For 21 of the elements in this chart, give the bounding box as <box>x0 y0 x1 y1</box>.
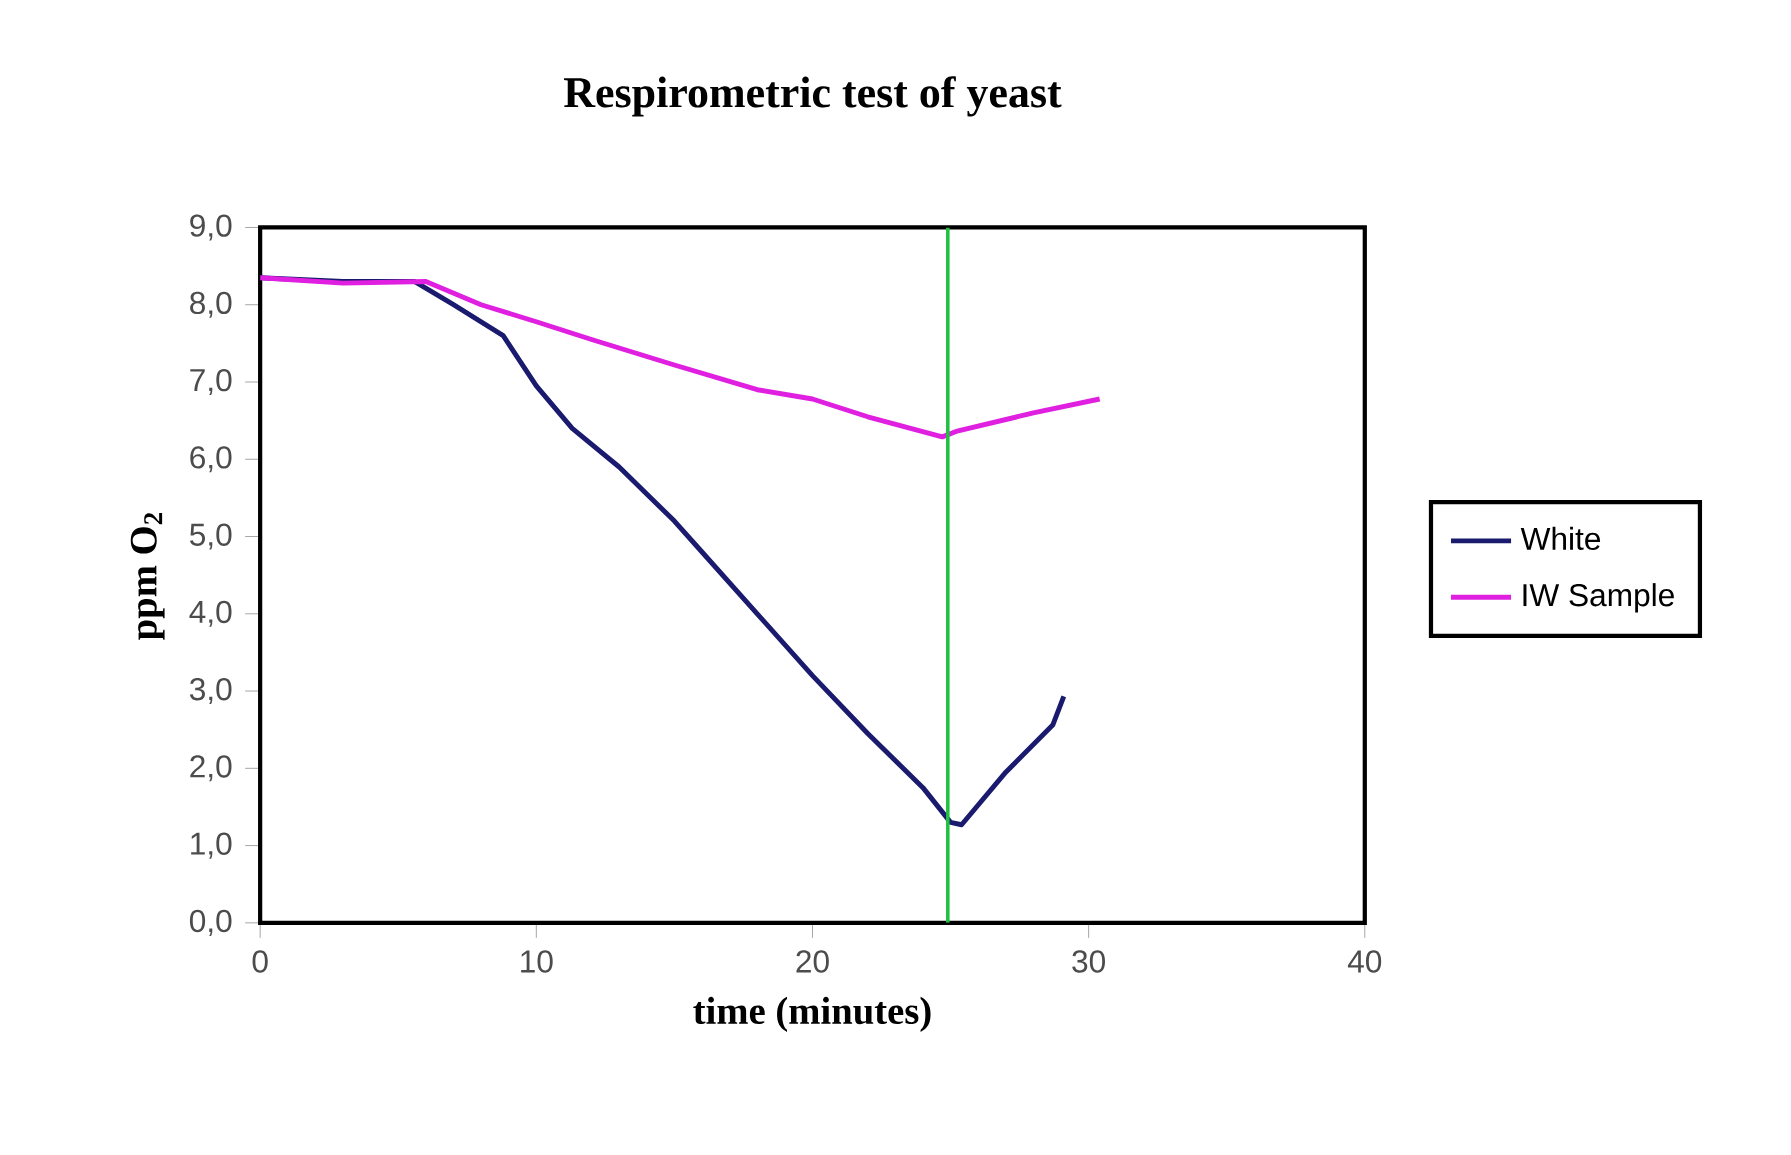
x-tick-label: 20 <box>796 950 829 973</box>
y-axis-title: ppm O$_{2}$ <box>130 512 165 640</box>
y-tick-label: 5,0 <box>190 523 232 550</box>
chart-title: Respirometric test of yeast <box>564 76 1062 117</box>
x-tick-label: 10 <box>521 950 553 973</box>
x-tick-label: 40 <box>1347 950 1382 973</box>
y-tick-label: 8,0 <box>190 291 232 318</box>
x-tick-label: 30 <box>1072 950 1106 973</box>
line-series <box>260 275 1103 440</box>
y-tick-label: 0,0 <box>189 909 232 936</box>
y-tick-label: 3,0 <box>189 677 232 705</box>
y-tick-label: 4,0 <box>189 600 232 627</box>
legend-label: IW Sample <box>1523 583 1674 613</box>
y-tick-label: 7,0 <box>190 368 232 396</box>
x-tick-label: 0 <box>252 950 268 973</box>
y-tick-label: 2,0 <box>190 755 232 782</box>
y-tick-label: 6,0 <box>190 446 232 473</box>
y-tick-label: 1,0 <box>191 832 232 859</box>
x-axis-title: time (minutes) <box>693 996 931 1032</box>
y-tick-label: 9,0 <box>190 214 232 241</box>
legend-label: White <box>1520 526 1601 551</box>
